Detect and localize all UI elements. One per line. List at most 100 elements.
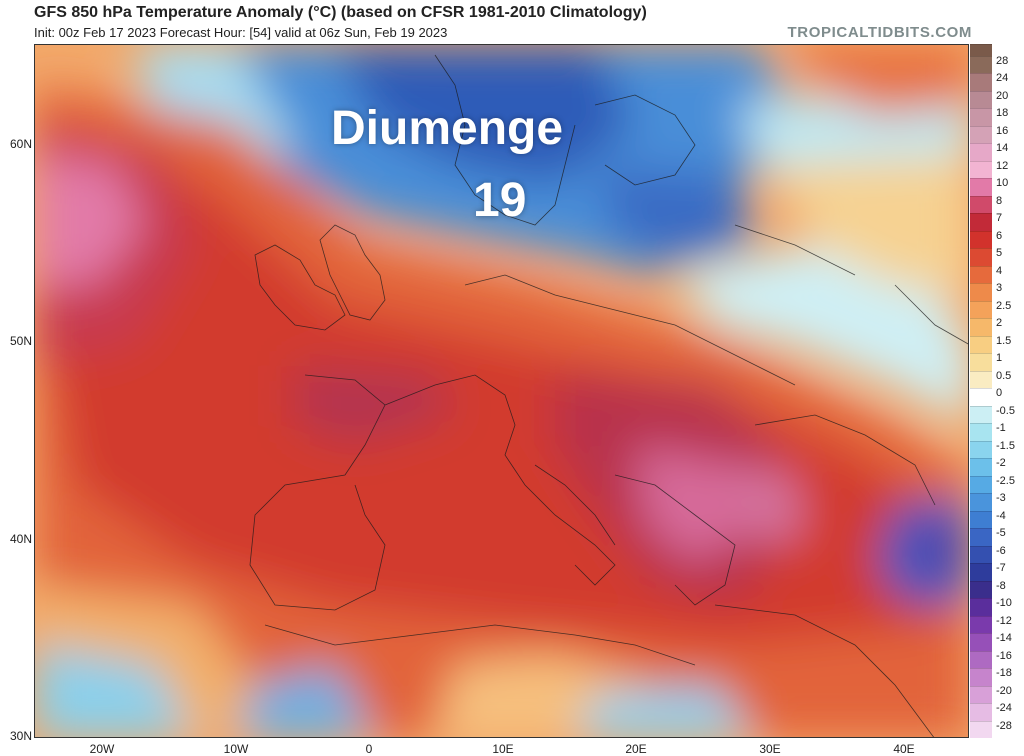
colorbar-swatch [970, 598, 992, 616]
colorbar-tick-label: -18 [996, 667, 1012, 680]
colorbar-swatch [970, 56, 992, 74]
colorbar-tick-label: 0 [996, 387, 1003, 400]
lon-label: 30E [759, 742, 781, 756]
brand-watermark[interactable]: TROPICALTIDBITS.COM [787, 24, 972, 41]
colorbar-tick-label: 16 [996, 124, 1009, 137]
colorbar-tick-label: 28 [996, 55, 1009, 67]
colorbar-swatch [970, 405, 992, 424]
colorbar-tick-label: 2.5 [996, 299, 1012, 312]
colorbar-cap [970, 44, 992, 56]
colorbar-tick-label: -24 [996, 702, 1012, 715]
colorbar-swatch [970, 493, 992, 511]
colorbar-swatch [970, 143, 992, 161]
colorbar-swatch [970, 388, 992, 406]
colorbar-swatch [970, 475, 992, 494]
colorbar-swatch [970, 335, 992, 354]
colorbar-swatch [970, 720, 992, 738]
colorbar-tick-label: -1.5 [996, 439, 1015, 452]
colorbar-swatch [970, 580, 992, 599]
colorbar-swatch [970, 668, 992, 686]
colorbar-swatch [970, 685, 992, 704]
colorbar-swatch [970, 370, 992, 389]
colorbar-tick-label: 0.5 [996, 369, 1012, 382]
colorbar-swatch [970, 650, 992, 669]
colorbar-swatch [970, 545, 992, 564]
colorbar-tick-label: 4 [996, 264, 1003, 277]
colorbar-tick-label: -6 [996, 544, 1006, 557]
colorbar-swatch [970, 633, 992, 651]
colorbar-tick-label: 14 [996, 142, 1009, 155]
colorbar-tick-label: -16 [996, 649, 1012, 662]
colorbar-tick-label: 1 [996, 352, 1003, 365]
map-title: GFS 850 hPa Temperature Anomaly (°C) (ba… [34, 4, 647, 21]
colorbar-tick-label: -2.5 [996, 474, 1015, 487]
colorbar-swatch [970, 703, 992, 721]
colorbar-swatch [970, 563, 992, 581]
colorbar-tick-label: 6 [996, 229, 1003, 242]
colorbar-swatch [970, 510, 992, 529]
lon-label: 10W [223, 742, 249, 756]
lon-label: 20W [89, 742, 115, 756]
colorbar-tick-label: 24 [996, 72, 1009, 85]
colorbar-swatch [970, 90, 992, 109]
colorbar-tick-label: -5 [996, 527, 1006, 540]
map-field [35, 45, 968, 737]
colorbar-tick-label: 3 [996, 282, 1003, 295]
colorbar-swatch [970, 265, 992, 284]
colorbar-swatch [970, 300, 992, 319]
anomaly-map: Diumenge 19 [34, 44, 969, 738]
colorbar [970, 44, 992, 738]
colorbar-swatch [970, 195, 992, 214]
colorbar-swatch [970, 178, 992, 196]
header: GFS 850 hPa Temperature Anomaly (°C) (ba… [0, 0, 1024, 44]
colorbar-tick-label: 10 [996, 177, 1009, 190]
colorbar-swatch [970, 423, 992, 441]
overlay-day-number: 19 [473, 174, 527, 227]
lon-label: 10E [492, 742, 514, 756]
colorbar-tick-label: 12 [996, 159, 1009, 172]
colorbar-swatch [970, 73, 992, 91]
colorbar-tick-label: -0.5 [996, 404, 1015, 417]
colorbar-swatch [970, 528, 992, 546]
colorbar-swatch [970, 318, 992, 336]
overlay-day-name: Diumenge [331, 102, 564, 155]
colorbar-tick-label: -8 [996, 579, 1006, 592]
colorbar-swatch [970, 213, 992, 231]
colorbar-swatch [970, 108, 992, 126]
colorbar-tick-label: -10 [996, 597, 1012, 610]
colorbar-tick-label: -2 [996, 457, 1006, 470]
colorbar-tick-label: -28 [996, 719, 1012, 732]
coastlines [249, 54, 968, 737]
colorbar-tick-label: -20 [996, 684, 1012, 697]
colorbar-tick-label: 2 [996, 317, 1003, 330]
map-subtitle: Init: 00z Feb 17 2023 Forecast Hour: [54… [34, 25, 448, 40]
lon-label: 40E [893, 742, 915, 756]
colorbar-swatch [970, 160, 992, 179]
lon-label: 0 [365, 742, 373, 756]
lat-label: 60N [9, 137, 32, 151]
colorbar-swatch [970, 125, 992, 144]
colorbar-swatch [970, 283, 992, 301]
colorbar-tick-label: -12 [996, 614, 1012, 627]
colorbar-swatch [970, 458, 992, 476]
colorbar-tick-label: 18 [996, 107, 1009, 120]
colorbar-swatch [970, 615, 992, 634]
colorbar-tick-label: -1 [996, 422, 1006, 435]
colorbar-tick-label: 1.5 [996, 334, 1012, 347]
colorbar-tick-label: -14 [996, 632, 1012, 645]
lat-label: 40N [9, 532, 32, 546]
colorbar-tick-label: 20 [996, 89, 1009, 102]
colorbar-tick-label: -3 [996, 492, 1006, 505]
colorbar-tick-label: -4 [996, 509, 1006, 522]
colorbar-tick-label: 5 [996, 247, 1003, 260]
lon-label: 20E [625, 742, 647, 756]
colorbar-swatch [970, 353, 992, 371]
lat-label: 50N [9, 334, 32, 348]
colorbar-swatch [970, 440, 992, 459]
lat-label: 30N [9, 729, 32, 743]
colorbar-tick-label: -7 [996, 562, 1006, 575]
colorbar-swatch [970, 248, 992, 266]
colorbar-tick-label: 7 [996, 212, 1003, 225]
colorbar-swatch [970, 230, 992, 249]
colorbar-tick-label: 8 [996, 194, 1003, 207]
